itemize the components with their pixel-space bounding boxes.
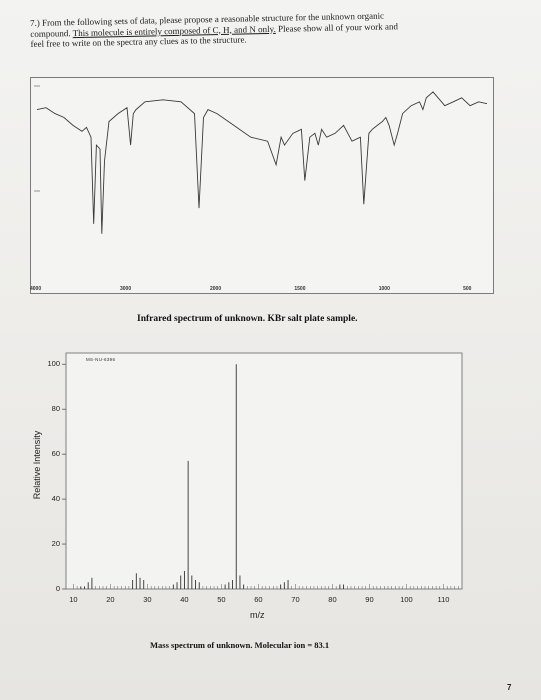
ms-x-tick-label: 10 [69,595,78,604]
page-number: 7 [507,683,512,692]
ms-y-tick-label: 100 [47,359,60,369]
ms-x-tick-label: 20 [106,595,115,604]
ir-caption: Infrared spectrum of unknown. KBr salt p… [137,314,358,324]
ms-y-tick-label: 20 [51,539,60,549]
ms-x-tick-label: 60 [254,595,263,604]
ms-x-axis-label: m/z [250,610,265,620]
ms-y-tick-label: 80 [51,404,60,414]
mass-spectrum: MS-NU-6396 Relative Intensity m/z 100 80 6… [0,330,541,660]
ir-spectrum [30,77,494,294]
ir-tick-label: 1000 [378,286,390,292]
ir-tick-label: 2000 [210,286,222,292]
ms-caption: Mass spectrum of unknown. Molecular ion … [150,640,330,650]
ms-x-tick-label: 50 [217,595,226,604]
question-line-2-suffix: Please show all of your work and [275,20,399,34]
ms-plot-frame [65,352,463,590]
ir-tick-label: 3000 [120,286,132,292]
ms-plot [62,352,463,590]
ms-x-tick-label: 80 [328,595,337,604]
ms-y-tick-label: 60 [51,449,60,459]
ms-x-tick-label: 110 [437,595,450,604]
ir-tick-label: 500 [463,286,472,292]
ms-x-tick-label: 40 [180,595,189,604]
ir-plot [34,85,488,234]
ms-x-tick-label: 100 [400,595,413,604]
ir-tick-label: 1500 [294,286,306,292]
ir-axis-labels: 4000 3000 2000 1500 1000 500 [30,286,492,298]
ms-x-tick-label: 30 [143,595,152,604]
ms-x-tick-label: 70 [291,595,300,604]
question-line-2-prefix: compound. [30,27,73,39]
ir-transmittance-trace [36,91,488,234]
ir-tick-label: 4000 [30,286,42,292]
ms-code-label: MS-NU-6396 [86,357,116,362]
ms-y-tick-label: 40 [51,494,60,504]
ms-y-tick-label: 0 [55,584,60,593]
question-text: 7.) From the following sets of data, ple… [30,8,501,49]
ms-x-tick-label: 90 [365,595,374,604]
